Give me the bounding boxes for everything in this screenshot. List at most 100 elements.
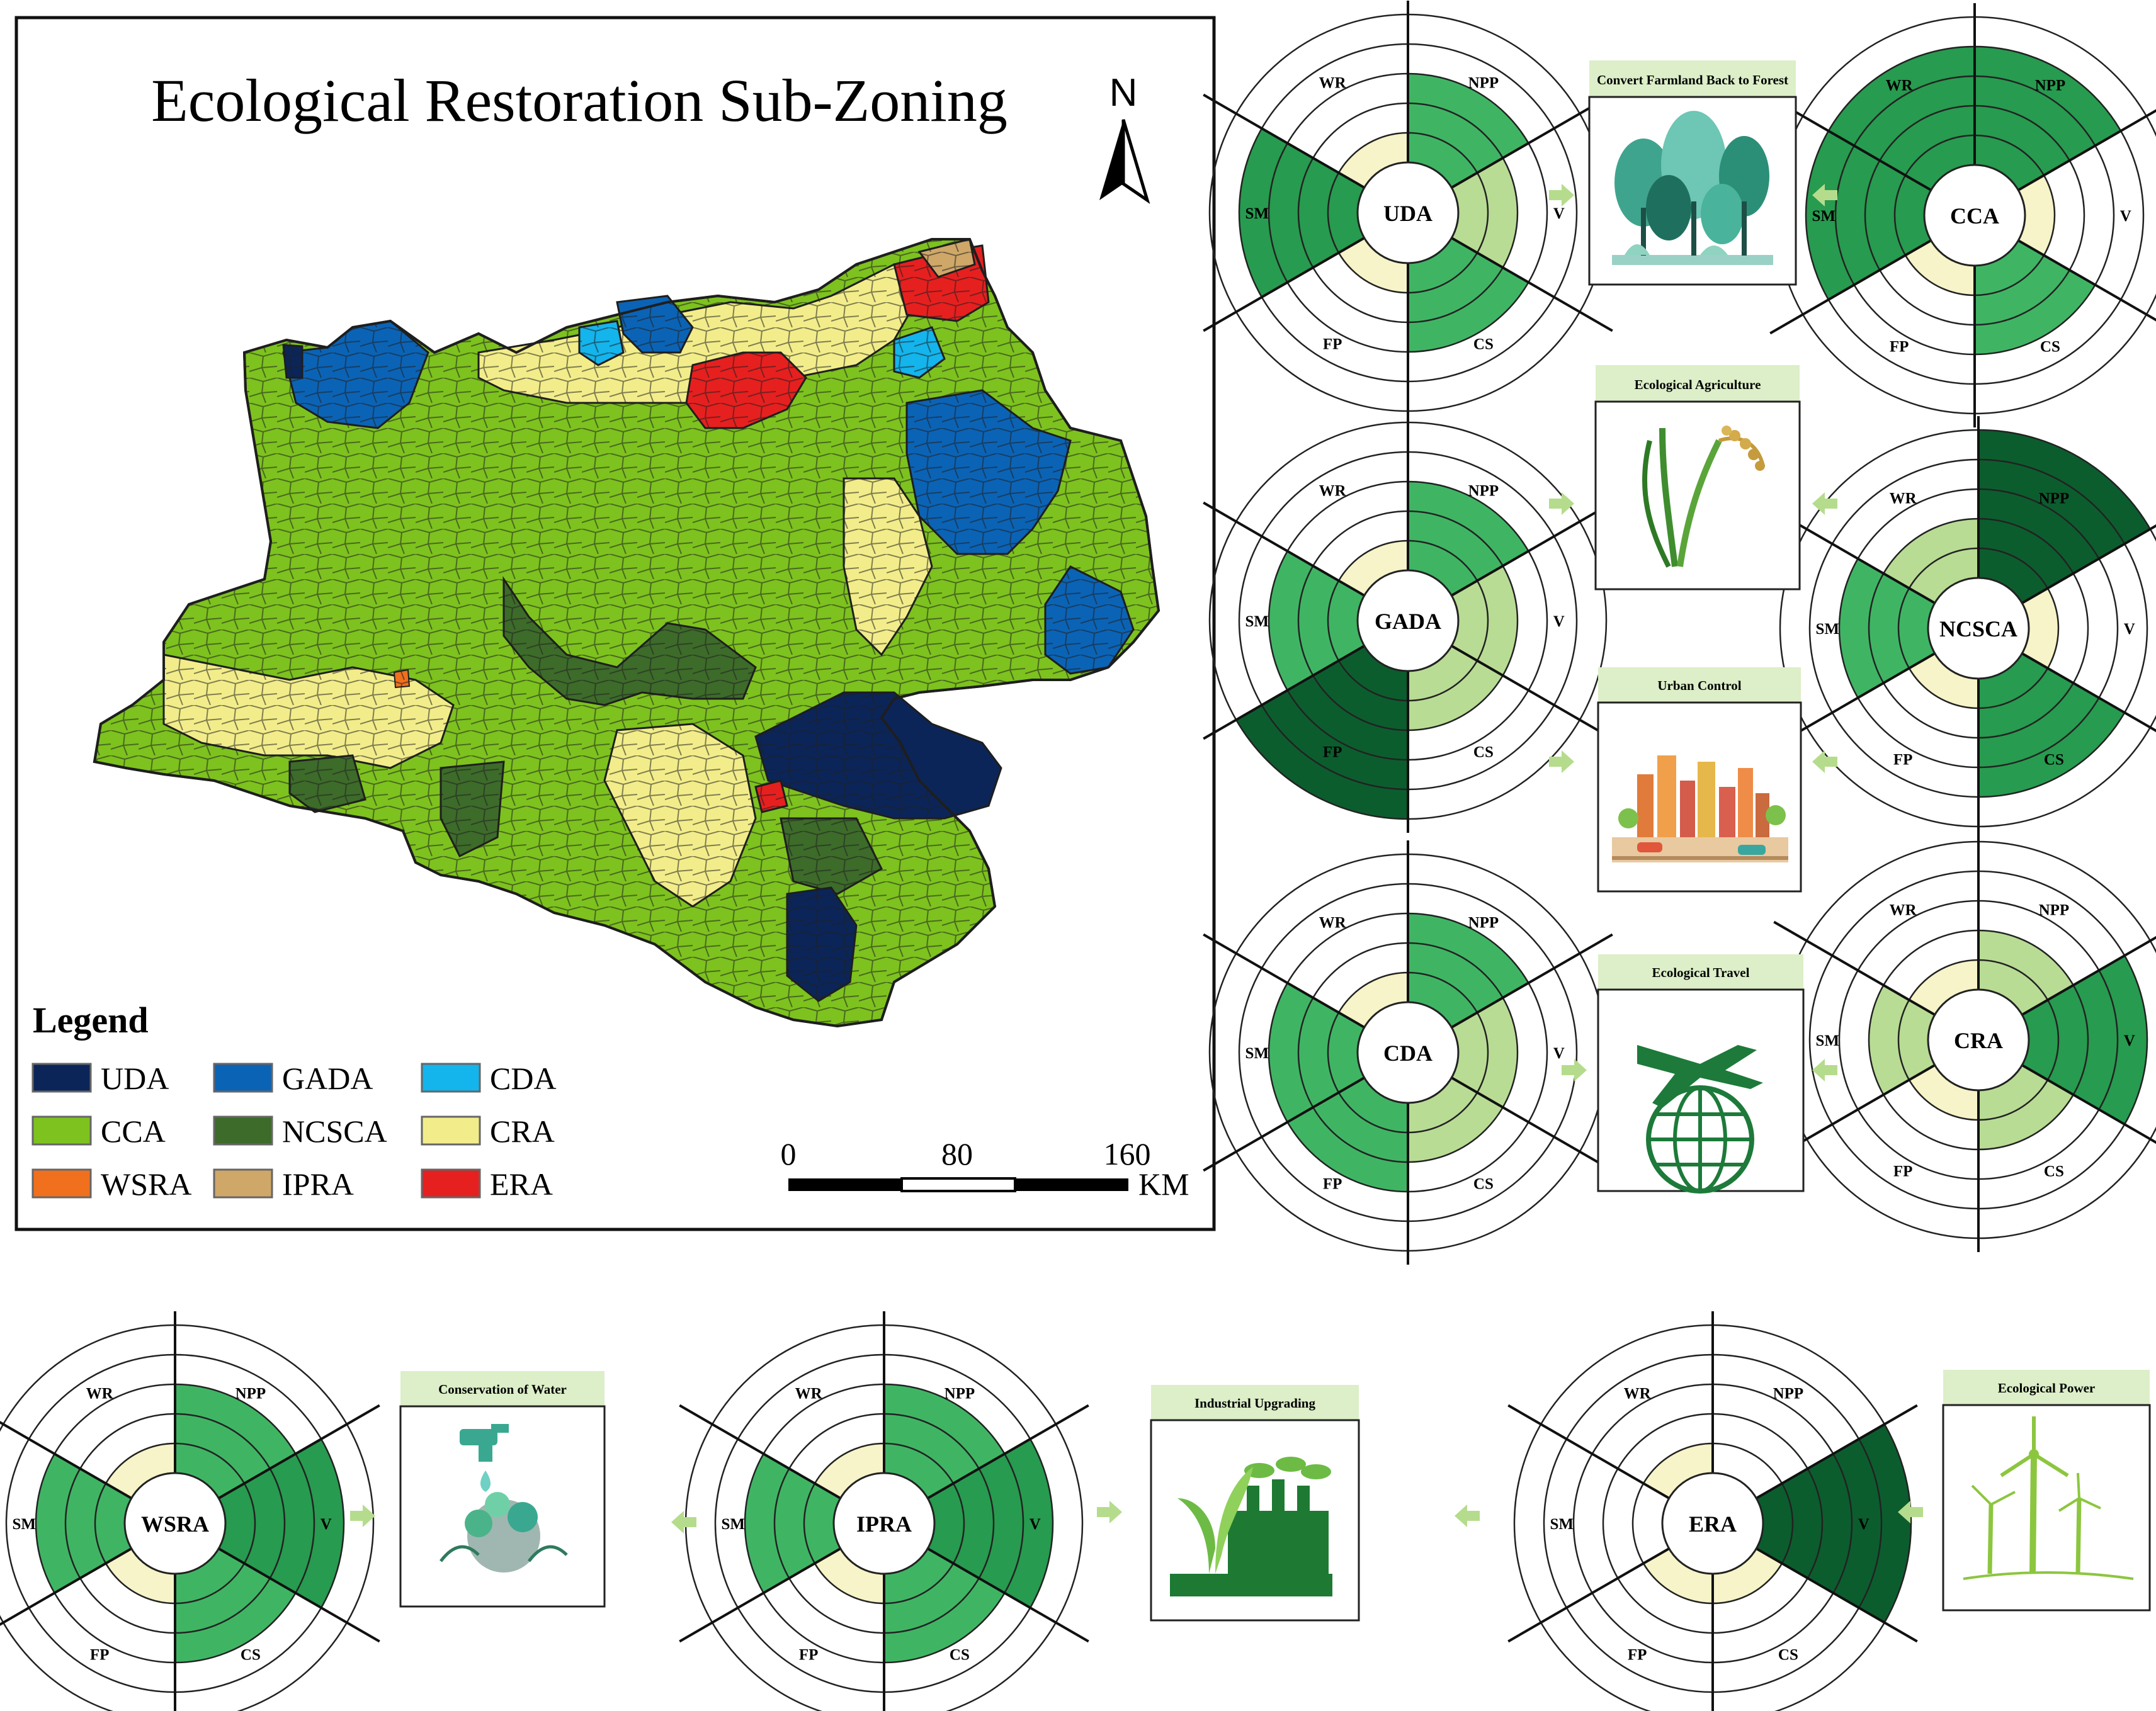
wind-turbine-icon <box>1963 1416 2134 1580</box>
radial-sector-sm <box>1269 983 1365 1122</box>
flow-arrow-icon <box>1812 750 1837 773</box>
radial-label-npp: NPP <box>2039 490 2070 507</box>
radial-sector-fp <box>106 1549 175 1603</box>
map-boundary-lines <box>93 238 1160 1028</box>
north-label: N <box>1109 71 1138 115</box>
measure-urban: Urban Control <box>1597 667 1802 893</box>
radial-sector-npp <box>175 1384 296 1498</box>
flow-arrow-icon <box>1812 1059 1837 1081</box>
flow-arrow-icon <box>1097 1501 1122 1523</box>
radial-label-wr: WR <box>1890 901 1917 918</box>
measure-water-title: Conservation of Water <box>438 1382 567 1397</box>
radial-sector-wr <box>1339 133 1408 188</box>
radial-label-wr: WR <box>1319 914 1347 931</box>
radial-label-fp: FP <box>1893 752 1913 769</box>
measure-urban-title: Urban Control <box>1657 678 1741 693</box>
radial-sector-wr <box>106 1443 175 1498</box>
radial-label-v: V <box>2124 621 2135 638</box>
radial-sector-v <box>2022 588 2058 669</box>
radial-label-cs: CS <box>2044 1163 2064 1180</box>
legend-item-uda: UDA <box>31 1061 169 1096</box>
measure-travel-title: Ecological Travel <box>1652 965 1750 980</box>
flow-arrow-icon <box>1549 492 1574 515</box>
radial-label-wr: WR <box>795 1385 823 1402</box>
radial-label-sm: SM <box>1815 1032 1839 1049</box>
radial-label-fp: FP <box>799 1647 819 1664</box>
radial-label-v: V <box>1858 1516 1869 1533</box>
radial-sector-npp <box>1978 430 2150 603</box>
restoration-measures: Convert Farmland Back to Forest Ecologic… <box>399 60 2151 1622</box>
radial-label-npp: NPP <box>2035 77 2066 94</box>
flow-arrow-icon <box>1549 184 1574 206</box>
radial-sector-wr <box>815 1443 884 1498</box>
radial-sector-wr <box>1883 519 1978 603</box>
flow-arrow-icon <box>1812 184 1837 206</box>
rice-icon <box>1642 426 1765 568</box>
legend-label: CDA <box>490 1061 557 1096</box>
radial-sector-cs <box>175 1549 296 1663</box>
radial-label-fp: FP <box>1323 1176 1342 1193</box>
radial-label-v: V <box>1553 613 1565 630</box>
legend-item-cca: CCA <box>31 1114 166 1149</box>
radial-sector-npp <box>1408 74 1529 188</box>
forest-icon <box>1612 111 1773 265</box>
measure-power-title: Ecological Power <box>1998 1381 2096 1396</box>
radial-center-label: CDA <box>1383 1041 1433 1066</box>
radial-sector-fp <box>1236 646 1408 819</box>
radial-label-npp: NPP <box>1468 914 1499 931</box>
measure-forest: Convert Farmland Back to Forest <box>1588 60 1797 286</box>
radial-sector-cs <box>1978 1065 2074 1149</box>
radial-label-sm: SM <box>1245 613 1269 630</box>
radial-label-fp: FP <box>90 1647 110 1664</box>
flow-arrow-icon <box>1455 1505 1480 1527</box>
radial-chart-gada: GADA NPP V CS FP SM WR <box>1203 409 1613 833</box>
radial-center-label: CRA <box>1954 1028 2003 1053</box>
radial-chart-wsra: WSRA NPP V CS FP SM WR <box>0 1311 380 1711</box>
radial-label-sm: SM <box>1815 621 1839 638</box>
measure-industry: Industrial Upgrading <box>1150 1385 1360 1622</box>
radial-sector-npp <box>1408 913 1529 1027</box>
legend-item-gada: GADA <box>213 1061 373 1096</box>
radial-label-fp: FP <box>1890 339 1909 356</box>
radial-sector-npp <box>1408 482 1529 596</box>
radial-center-label: CCA <box>1950 203 1999 229</box>
measure-forest-title: Convert Farmland Back to Forest <box>1597 72 1788 88</box>
radial-label-v: V <box>321 1516 332 1533</box>
radial-label-wr: WR <box>1624 1385 1652 1402</box>
legend-label: WSRA <box>101 1166 191 1202</box>
measure-agri: Ecological Agriculture <box>1594 365 1801 590</box>
radial-sector-cs <box>1408 646 1503 730</box>
radial-sector-sm <box>744 1454 841 1593</box>
radial-sector-wr <box>1828 47 1975 190</box>
measure-industry-title: Industrial Upgrading <box>1194 1396 1315 1411</box>
factory-leaf-icon <box>1170 1457 1332 1596</box>
radial-sector-cs <box>1408 238 1529 352</box>
legend-item-wsra: WSRA <box>31 1166 191 1202</box>
radial-label-v: V <box>1553 205 1565 222</box>
flow-arrow-icon <box>1562 1059 1587 1081</box>
radial-sector-v <box>1756 1424 1911 1623</box>
radial-label-sm: SM <box>721 1516 745 1533</box>
radial-sector-fp <box>815 1549 884 1603</box>
legend-swatch <box>213 1168 273 1199</box>
city-icon <box>1612 755 1788 862</box>
radial-label-v: V <box>2120 208 2131 225</box>
radial-sector-v <box>1451 158 1518 268</box>
radial-label-fp: FP <box>1323 744 1342 761</box>
radial-label-cs: CS <box>2040 339 2060 356</box>
flow-arrow-icon <box>671 1511 696 1533</box>
radial-label-fp: FP <box>1628 1647 1647 1664</box>
radial-chart-cra: CRA NPP V CS FP SM WR <box>1773 828 2156 1252</box>
water-tap-icon <box>440 1424 568 1573</box>
scale-tick-80: 80 <box>941 1136 973 1172</box>
legend-item-era: ERA <box>421 1166 553 1202</box>
legend-item-ncsca: NCSCA <box>213 1114 387 1149</box>
radial-sector-fp <box>1287 1078 1408 1192</box>
legend-item-cra: CRA <box>421 1114 555 1149</box>
legend-label: NCSCA <box>282 1114 387 1149</box>
measure-travel: Ecological Travel <box>1597 954 1805 1194</box>
radial-label-cs: CS <box>1473 336 1494 353</box>
legend-swatch <box>31 1063 92 1093</box>
radial-sector-sm <box>36 1454 132 1593</box>
